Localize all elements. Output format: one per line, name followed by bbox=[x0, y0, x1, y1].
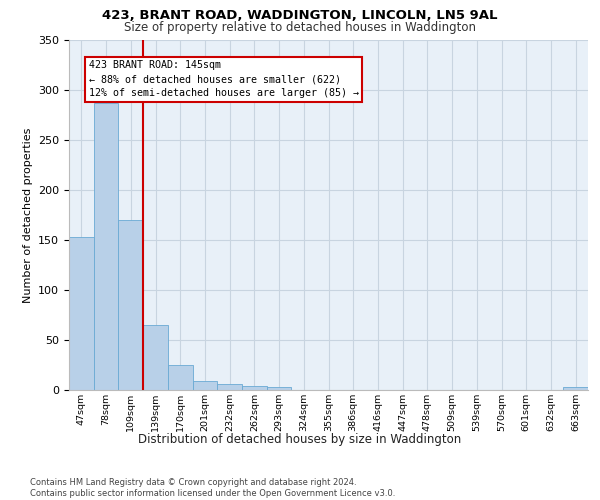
Text: Distribution of detached houses by size in Waddington: Distribution of detached houses by size … bbox=[139, 432, 461, 446]
Bar bbox=[143, 325, 168, 390]
Y-axis label: Number of detached properties: Number of detached properties bbox=[23, 128, 32, 302]
Text: 423, BRANT ROAD, WADDINGTON, LINCOLN, LN5 9AL: 423, BRANT ROAD, WADDINGTON, LINCOLN, LN… bbox=[102, 9, 498, 22]
Bar bbox=[94, 103, 118, 390]
Bar bbox=[69, 237, 94, 390]
Text: Contains HM Land Registry data © Crown copyright and database right 2024.
Contai: Contains HM Land Registry data © Crown c… bbox=[30, 478, 395, 498]
Bar bbox=[242, 386, 267, 390]
Bar bbox=[193, 381, 217, 390]
Bar bbox=[267, 387, 292, 390]
Text: Size of property relative to detached houses in Waddington: Size of property relative to detached ho… bbox=[124, 21, 476, 34]
Text: 423 BRANT ROAD: 145sqm
← 88% of detached houses are smaller (622)
12% of semi-de: 423 BRANT ROAD: 145sqm ← 88% of detached… bbox=[89, 60, 359, 98]
Bar bbox=[563, 387, 588, 390]
Bar bbox=[217, 384, 242, 390]
Bar bbox=[168, 365, 193, 390]
Bar bbox=[118, 220, 143, 390]
